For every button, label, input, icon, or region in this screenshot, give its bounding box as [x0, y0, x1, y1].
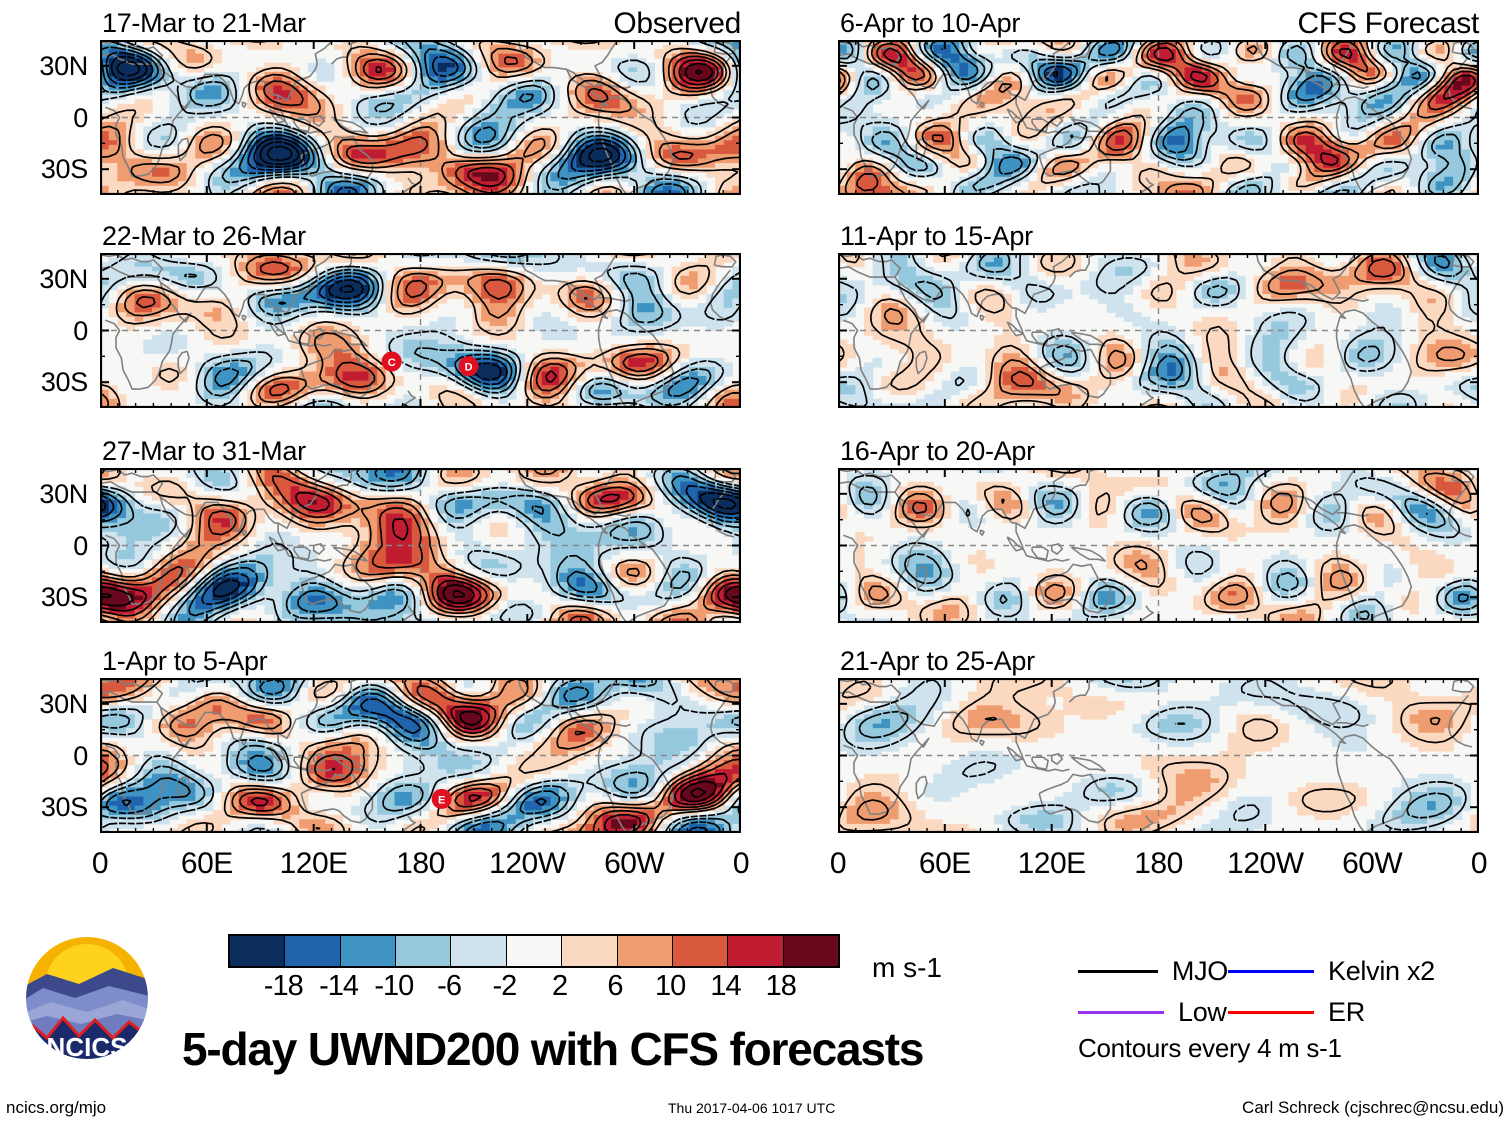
y-axis-tick-label: 0 [73, 315, 88, 346]
legend-line-icon [1078, 1011, 1164, 1014]
legend-item: Kelvin x2 [1228, 958, 1498, 985]
colorbar-ticks: -18 -14 -10 -6 -2 2 6 10 14 18 [228, 970, 836, 1006]
colorbar-tick-label: 6 [607, 970, 623, 1002]
colorbar-swatch [396, 936, 452, 966]
map-plot [838, 253, 1479, 408]
x-axis-tick-label: 60E [918, 847, 971, 880]
colorbar-tick-label: 10 [655, 970, 686, 1002]
footer-author: Carl Schreck (cjschrec@ncsu.edu) [1242, 1098, 1504, 1117]
y-axis-tick-label: 30N [39, 478, 88, 509]
x-axis-tick-label: 120E [279, 847, 349, 880]
x-axis-tick-label: 60W [604, 847, 665, 880]
y-axis-tick-label: 30S [40, 154, 88, 185]
panel-title: 27-Mar to 31-Mar [102, 436, 306, 466]
legend-grid: MJO Kelvin x2 Low ER [1078, 958, 1498, 1026]
footer-timestamp: Thu 2017-04-06 1017 UTC [668, 1100, 836, 1116]
colorbar-swatches [228, 934, 840, 968]
x-axis-tick-label: 120W [1227, 847, 1304, 880]
footer-website[interactable]: ncics.org/mjo [6, 1098, 107, 1117]
map-plot [838, 40, 1479, 195]
colorbar-tick-label: -10 [374, 970, 414, 1002]
panel-title: 21-Apr to 25-Apr [840, 646, 1035, 676]
map-plot [838, 468, 1479, 623]
contour-interval-note: Contours every 4 m s-1 [1078, 1033, 1342, 1063]
colorbar: -18 -14 -10 -6 -2 2 6 10 14 18 [228, 934, 840, 1006]
colorbar-swatch [506, 936, 563, 966]
x-axis-tick-label: 0 [1470, 847, 1488, 880]
map-plot [100, 40, 741, 195]
legend-item: ER [1228, 999, 1498, 1026]
panel-title: 1-Apr to 5-Apr [102, 646, 268, 676]
contour-legend: MJO Kelvin x2 Low ER [1078, 958, 1498, 1026]
ncics-logo: NCICS [17, 928, 157, 1068]
colorbar-swatch [230, 936, 286, 966]
colorbar-tick-label: -18 [263, 970, 304, 1002]
x-axis-tick-label: 120W [489, 847, 566, 880]
colorbar-swatch [617, 936, 673, 966]
y-axis-tick-label: 0 [73, 102, 88, 133]
panel-title: 17-Mar to 21-Mar [102, 8, 306, 38]
panel-title: 16-Apr to 20-Apr [840, 436, 1035, 466]
legend-label: ER [1328, 997, 1365, 1027]
logo-text: NCICS [47, 1032, 128, 1062]
x-axis-tick-label: 180 [396, 847, 445, 880]
x-axis-tick-label: 0 [829, 847, 847, 880]
legend-item: Low [1078, 999, 1228, 1026]
y-axis-tick-label: 0 [73, 530, 88, 561]
colorbar-swatch [728, 936, 784, 966]
main-title: 5-day UWND200 with CFS forecasts [182, 1023, 924, 1075]
y-axis-tick-label: 30S [40, 792, 88, 823]
x-axis-tick-label: 0 [91, 847, 109, 880]
colorbar-tick-label: 2 [552, 970, 568, 1002]
panel-grid: 17-Mar to 21-Mar Observed 30N 0 30S 6-Apr to … [39, 7, 1488, 881]
legend-item: MJO [1078, 958, 1228, 985]
y-axis-tick-label: 30N [39, 688, 88, 719]
x-axis-tick-label: 180 [1134, 847, 1183, 880]
y-axis-tick-label: 0 [73, 740, 88, 771]
colorbar-swatch [783, 936, 838, 966]
colorbar-tick-label: -2 [492, 970, 517, 1002]
colorbar-tick-label: 18 [765, 970, 797, 1002]
panel-title: 22-Mar to 26-Mar [102, 221, 306, 251]
legend-label: Kelvin x2 [1328, 956, 1435, 986]
y-axis-tick-label: 30N [39, 50, 88, 81]
legend-label: MJO [1171, 956, 1228, 986]
colorbar-swatch [285, 936, 341, 966]
y-axis-tick-label: 30S [40, 367, 88, 398]
colorbar-tick-label: -6 [437, 970, 462, 1002]
colorbar-swatch [672, 936, 729, 966]
x-axis-tick-label: 0 [732, 847, 750, 880]
colorbar-swatch [340, 936, 397, 966]
x-axis-tick-label: 60W [1342, 847, 1403, 880]
colorbar-tick-label: -14 [319, 970, 359, 1002]
panel-title: 11-Apr to 15-Apr [840, 221, 1033, 251]
legend-line-icon [1228, 1011, 1314, 1014]
column-header: Observed [613, 7, 741, 40]
panel-title: 6-Apr to 10-Apr [840, 8, 1021, 38]
colorbar-swatch [562, 936, 618, 966]
colorbar-unit-label: m s-1 [872, 952, 942, 983]
column-header: CFS Forecast [1297, 7, 1480, 40]
legend-line-icon [1078, 970, 1158, 973]
y-axis-tick-label: 30S [40, 582, 88, 613]
legend-line-icon [1228, 970, 1314, 973]
map-plot: E [100, 678, 741, 833]
x-axis-tick-label: 60E [180, 847, 233, 880]
map-plot [838, 678, 1479, 833]
map-plot [100, 468, 741, 623]
colorbar-tick-label: 14 [710, 970, 741, 1002]
y-axis-tick-label: 30N [39, 263, 88, 294]
legend-label: Low [1178, 997, 1227, 1027]
x-axis-tick-label: 120E [1017, 847, 1087, 880]
colorbar-swatch [451, 936, 507, 966]
